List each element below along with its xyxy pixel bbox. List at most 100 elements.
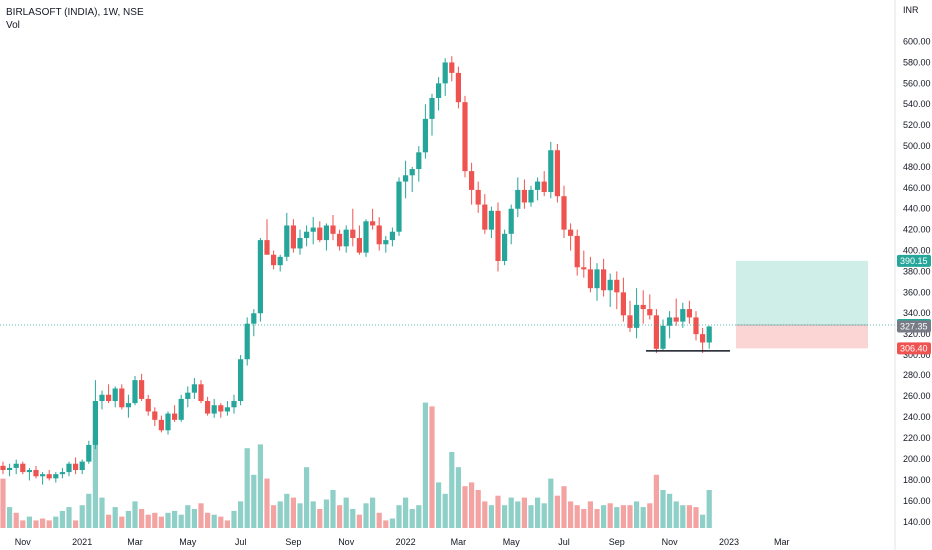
candle-body[interactable] [73, 463, 79, 470]
candle-body[interactable] [594, 269, 600, 289]
loss-zone[interactable] [736, 325, 868, 349]
candle-body[interactable] [251, 313, 257, 324]
candle-body[interactable] [310, 227, 316, 232]
candle-body[interactable] [26, 469, 32, 473]
candle-body[interactable] [271, 254, 277, 266]
candle-body[interactable] [469, 171, 475, 190]
candle-body[interactable] [686, 309, 692, 318]
candle-body[interactable] [112, 388, 118, 402]
candle-body[interactable] [601, 269, 607, 291]
candle-body[interactable] [587, 269, 593, 289]
candle-body[interactable] [350, 229, 356, 239]
candle-body[interactable] [86, 444, 92, 462]
candle-body[interactable] [198, 384, 204, 402]
candle-body[interactable] [660, 325, 666, 349]
candle-body[interactable] [33, 469, 39, 477]
candle-body[interactable] [515, 189, 521, 209]
candle-body[interactable] [429, 97, 435, 119]
candle-body[interactable] [205, 401, 211, 414]
candle-body[interactable] [119, 388, 125, 408]
candle-body[interactable] [554, 150, 560, 197]
candle-body[interactable] [436, 83, 442, 98]
candle-body[interactable] [238, 359, 244, 402]
candle-body[interactable] [614, 279, 620, 293]
candle-body[interactable] [343, 229, 349, 247]
candle-body[interactable] [475, 189, 481, 205]
candle-body[interactable] [528, 189, 534, 203]
candle-body[interactable] [356, 238, 362, 253]
candle-body[interactable] [647, 309, 653, 316]
candle-body[interactable] [7, 467, 13, 470]
candle-body[interactable] [383, 240, 389, 245]
candle-body[interactable] [508, 208, 514, 234]
candle-body[interactable] [337, 233, 343, 247]
candle-body[interactable] [376, 225, 382, 245]
candle-body[interactable] [700, 334, 706, 343]
candle-body[interactable] [442, 62, 448, 84]
candle-body[interactable] [482, 204, 488, 230]
candle-body[interactable] [680, 309, 686, 322]
candle-body[interactable] [125, 403, 131, 408]
candle-body[interactable] [218, 405, 224, 412]
candle-body[interactable] [488, 210, 494, 230]
candle-body[interactable] [541, 181, 547, 193]
candle-body[interactable] [416, 152, 422, 170]
candle-body[interactable] [0, 465, 6, 470]
candle-body[interactable] [46, 474, 52, 479]
candle-body[interactable] [132, 380, 138, 404]
candle-body[interactable] [158, 419, 164, 431]
candle-body[interactable] [548, 150, 554, 193]
candle-body[interactable] [317, 227, 323, 241]
candle-body[interactable] [244, 323, 250, 360]
candle-body[interactable] [231, 401, 237, 408]
candle-body[interactable] [53, 474, 59, 479]
candle-body[interactable] [139, 380, 145, 399]
candle-body[interactable] [224, 407, 230, 412]
candle-body[interactable] [13, 463, 19, 468]
candle-body[interactable] [673, 317, 679, 322]
candle-body[interactable] [40, 474, 46, 477]
candle-body[interactable] [20, 463, 26, 473]
candle-body[interactable] [389, 231, 395, 241]
candle-body[interactable] [607, 279, 613, 291]
candle-body[interactable] [284, 225, 290, 257]
candle-body[interactable] [462, 102, 468, 172]
candle-body[interactable] [191, 384, 197, 393]
candle-body[interactable] [422, 118, 428, 153]
candle-body[interactable] [185, 392, 191, 399]
candle-body[interactable] [277, 256, 283, 266]
candle-body[interactable] [304, 231, 310, 239]
candle-body[interactable] [455, 72, 461, 103]
candle-body[interactable] [634, 304, 640, 328]
candle-body[interactable] [667, 317, 673, 326]
candle-body[interactable] [330, 225, 336, 234]
candle-body[interactable] [627, 315, 633, 328]
candle-body[interactable] [66, 463, 72, 473]
candle-body[interactable] [403, 175, 409, 182]
symbol-title[interactable]: BIRLASOFT (INDIA), 1W, NSE [6, 7, 144, 18]
candle-body[interactable] [370, 221, 376, 226]
candle-body[interactable] [535, 181, 541, 190]
candle-body[interactable] [92, 401, 98, 445]
candle-body[interactable] [165, 413, 171, 431]
candle-body[interactable] [264, 240, 270, 255]
candle-body[interactable] [706, 326, 712, 343]
candle-body[interactable] [620, 292, 626, 316]
candle-body[interactable] [290, 225, 296, 249]
candle-body[interactable] [257, 240, 263, 314]
candle-body[interactable] [409, 169, 415, 176]
candle-body[interactable] [323, 225, 329, 241]
candle-body[interactable] [561, 196, 567, 230]
profit-zone[interactable] [736, 260, 868, 325]
candle-body[interactable] [178, 398, 184, 420]
candle-body[interactable] [297, 238, 303, 249]
candle-body[interactable] [106, 394, 112, 402]
candle-body[interactable] [396, 181, 402, 232]
candle-body[interactable] [693, 317, 699, 335]
candle-body[interactable] [79, 461, 85, 470]
candle-body[interactable] [99, 394, 105, 402]
candle-body[interactable] [581, 267, 587, 270]
candle-body[interactable] [152, 411, 158, 420]
candle-body[interactable] [363, 221, 369, 253]
